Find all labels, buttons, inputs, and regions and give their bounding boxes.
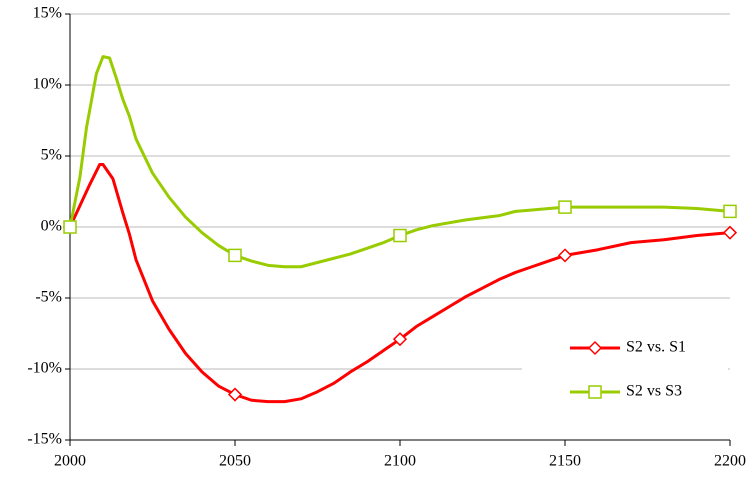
x-tick-label: 2000 [54, 453, 86, 470]
y-tick-label: 10% [33, 76, 62, 93]
y-tick-label: -5% [35, 289, 62, 306]
series-line [68, 163, 731, 404]
marker [227, 387, 243, 402]
y-tick-label: 5% [41, 147, 62, 164]
y-tick-label: -15% [27, 431, 62, 448]
x-tick-label: 2050 [219, 453, 251, 470]
x-tick-label: 2150 [549, 453, 581, 470]
y-tick-label: -10% [27, 360, 62, 377]
marker [587, 340, 603, 356]
series-line [68, 55, 731, 269]
marker [63, 220, 77, 234]
legend-label: S2 vs. S1 [626, 339, 686, 356]
y-tick-label: 15% [33, 5, 62, 22]
marker [393, 228, 407, 243]
marker [392, 332, 408, 347]
legend-box [522, 318, 728, 408]
marker [588, 385, 602, 399]
x-tick-label: 2100 [384, 453, 416, 470]
x-tick-label: 2200 [714, 453, 746, 470]
marker [722, 225, 738, 240]
marker [557, 248, 573, 263]
marker [228, 248, 242, 263]
marker [558, 200, 572, 214]
y-tick-label: 0% [41, 218, 62, 235]
legend-label: S2 vs S3 [626, 383, 682, 400]
marker [723, 204, 737, 219]
